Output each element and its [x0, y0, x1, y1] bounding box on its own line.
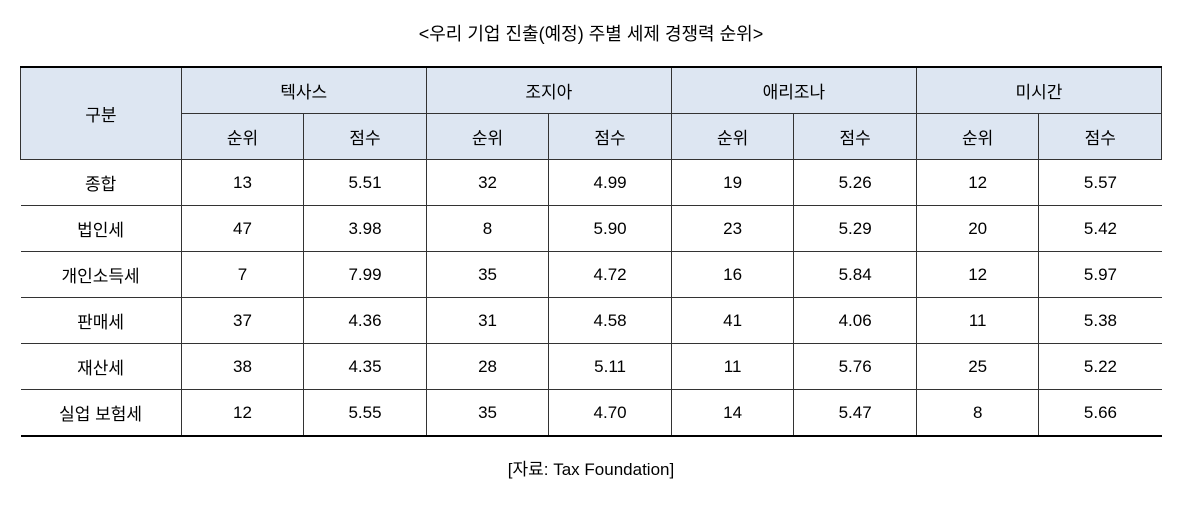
table-body: 종합135.51324.99195.26125.57법인세473.9885.90…: [21, 160, 1162, 437]
row-label: 실업 보험세: [21, 390, 182, 437]
cell-score: 5.42: [1039, 206, 1162, 252]
cell-score: 4.36: [304, 298, 427, 344]
table-row: 개인소득세77.99354.72165.84125.97: [21, 252, 1162, 298]
table-row: 법인세473.9885.90235.29205.42: [21, 206, 1162, 252]
cell-rank: 32: [426, 160, 549, 206]
cell-rank: 25: [916, 344, 1039, 390]
state-header-1: 조지아: [426, 67, 671, 114]
cell-score: 5.90: [549, 206, 672, 252]
cell-score: 4.58: [549, 298, 672, 344]
sub-score-3: 점수: [1039, 114, 1162, 160]
cell-rank: 35: [426, 252, 549, 298]
header-row-1: 구분 텍사스 조지아 애리조나 미시간: [21, 67, 1162, 114]
cell-score: 4.35: [304, 344, 427, 390]
sub-score-2: 점수: [794, 114, 917, 160]
cell-score: 5.38: [1039, 298, 1162, 344]
cell-score: 5.26: [794, 160, 917, 206]
state-header-2: 애리조나: [671, 67, 916, 114]
cell-rank: 11: [916, 298, 1039, 344]
cell-score: 3.98: [304, 206, 427, 252]
cell-score: 5.55: [304, 390, 427, 437]
table-row: 재산세384.35285.11115.76255.22: [21, 344, 1162, 390]
row-label: 종합: [21, 160, 182, 206]
sub-rank-2: 순위: [671, 114, 794, 160]
sub-score-1: 점수: [549, 114, 672, 160]
cell-score: 5.29: [794, 206, 917, 252]
cell-rank: 41: [671, 298, 794, 344]
source-citation: [자료: Tax Foundation]: [20, 455, 1162, 480]
cell-score: 7.99: [304, 252, 427, 298]
cell-rank: 8: [426, 206, 549, 252]
cell-rank: 31: [426, 298, 549, 344]
cell-rank: 13: [181, 160, 304, 206]
cell-score: 4.70: [549, 390, 672, 437]
cell-rank: 28: [426, 344, 549, 390]
cell-rank: 38: [181, 344, 304, 390]
cell-rank: 20: [916, 206, 1039, 252]
state-header-0: 텍사스: [181, 67, 426, 114]
cell-rank: 12: [181, 390, 304, 437]
sub-rank-3: 순위: [916, 114, 1039, 160]
row-label: 법인세: [21, 206, 182, 252]
cell-score: 4.99: [549, 160, 672, 206]
cell-rank: 23: [671, 206, 794, 252]
table-row: 종합135.51324.99195.26125.57: [21, 160, 1162, 206]
cell-rank: 12: [916, 160, 1039, 206]
table-row: 판매세374.36314.58414.06115.38: [21, 298, 1162, 344]
cell-score: 5.76: [794, 344, 917, 390]
cell-rank: 8: [916, 390, 1039, 437]
cell-rank: 47: [181, 206, 304, 252]
row-label: 개인소득세: [21, 252, 182, 298]
cell-score: 4.06: [794, 298, 917, 344]
sub-rank-0: 순위: [181, 114, 304, 160]
cell-score: 5.97: [1039, 252, 1162, 298]
cell-rank: 14: [671, 390, 794, 437]
cell-score: 5.66: [1039, 390, 1162, 437]
cell-score: 5.11: [549, 344, 672, 390]
state-header-3: 미시간: [916, 67, 1161, 114]
table-row: 실업 보험세125.55354.70145.4785.66: [21, 390, 1162, 437]
cell-rank: 7: [181, 252, 304, 298]
cell-score: 5.57: [1039, 160, 1162, 206]
table-title: <우리 기업 진출(예정) 주별 세제 경쟁력 순위>: [20, 20, 1162, 46]
cell-score: 4.72: [549, 252, 672, 298]
row-label: 판매세: [21, 298, 182, 344]
cell-rank: 11: [671, 344, 794, 390]
cell-rank: 37: [181, 298, 304, 344]
sub-score-0: 점수: [304, 114, 427, 160]
cell-rank: 16: [671, 252, 794, 298]
header-row-2: 순위 점수 순위 점수 순위 점수 순위 점수: [21, 114, 1162, 160]
cell-score: 5.84: [794, 252, 917, 298]
cell-rank: 35: [426, 390, 549, 437]
cell-rank: 19: [671, 160, 794, 206]
row-header-label: 구분: [21, 67, 182, 160]
sub-rank-1: 순위: [426, 114, 549, 160]
cell-score: 5.51: [304, 160, 427, 206]
tax-competitiveness-table: 구분 텍사스 조지아 애리조나 미시간 순위 점수 순위 점수 순위 점수 순위…: [20, 66, 1162, 437]
cell-score: 5.22: [1039, 344, 1162, 390]
cell-score: 5.47: [794, 390, 917, 437]
cell-rank: 12: [916, 252, 1039, 298]
row-label: 재산세: [21, 344, 182, 390]
